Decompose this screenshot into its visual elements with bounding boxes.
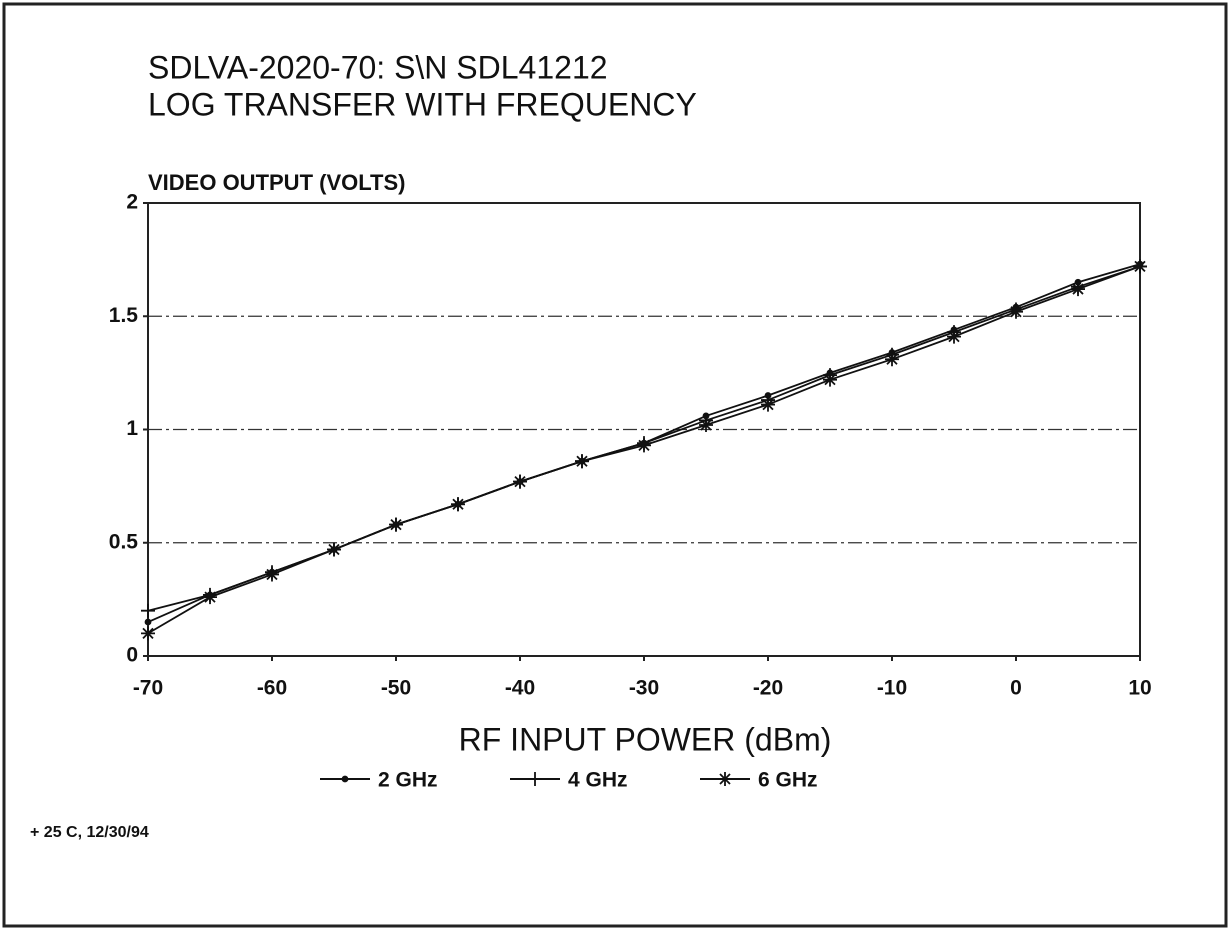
chart-subtitle: LOG TRANSFER WITH FREQUENCY bbox=[148, 86, 697, 122]
x-tick-label: -60 bbox=[257, 677, 287, 700]
legend-marker bbox=[341, 775, 349, 783]
marker bbox=[1071, 282, 1085, 297]
marker bbox=[265, 567, 279, 582]
chart-title: SDLVA-2020-70: S\N SDL41212 bbox=[148, 49, 608, 85]
x-tick-label: 0 bbox=[1010, 677, 1022, 700]
footnote: + 25 C, 12/30/94 bbox=[30, 824, 149, 841]
legend-label: 6 GHz bbox=[758, 769, 818, 792]
marker bbox=[1009, 304, 1023, 319]
marker bbox=[144, 618, 152, 626]
x-axis-label: RF INPUT POWER (dBm) bbox=[459, 721, 832, 757]
legend-label: 2 GHz bbox=[378, 769, 438, 792]
y-tick-label: 0.5 bbox=[109, 530, 139, 553]
marker bbox=[389, 517, 403, 532]
y-tick-label: 2 bbox=[126, 191, 138, 214]
marker bbox=[761, 397, 775, 412]
y-axis-label: VIDEO OUTPUT (VOLTS) bbox=[148, 170, 405, 195]
marker bbox=[141, 603, 155, 618]
plot-frame bbox=[147, 202, 1141, 657]
marker bbox=[823, 372, 837, 387]
marker bbox=[1133, 259, 1147, 274]
legend-marker bbox=[718, 772, 732, 786]
marker bbox=[327, 542, 341, 557]
marker bbox=[451, 497, 465, 512]
marker bbox=[637, 438, 651, 453]
x-tick-label: -70 bbox=[133, 677, 163, 700]
marker bbox=[575, 454, 589, 469]
x-tick-label: -20 bbox=[753, 677, 783, 700]
legend-marker bbox=[528, 772, 542, 786]
y-tick-label: 1.5 bbox=[109, 304, 139, 327]
x-tick-label: -40 bbox=[505, 677, 535, 700]
marker bbox=[203, 590, 217, 605]
marker bbox=[513, 474, 527, 489]
marker bbox=[947, 329, 961, 344]
x-tick-label: -30 bbox=[629, 677, 659, 700]
x-tick-label: 10 bbox=[1128, 677, 1151, 700]
legend-label: 4 GHz bbox=[568, 769, 628, 792]
y-tick-label: 0 bbox=[126, 644, 138, 667]
marker bbox=[885, 352, 899, 367]
x-tick-label: -50 bbox=[381, 677, 411, 700]
marker bbox=[141, 626, 155, 641]
marker bbox=[699, 417, 713, 432]
y-tick-label: 1 bbox=[126, 417, 138, 440]
x-tick-label: -10 bbox=[877, 677, 907, 700]
